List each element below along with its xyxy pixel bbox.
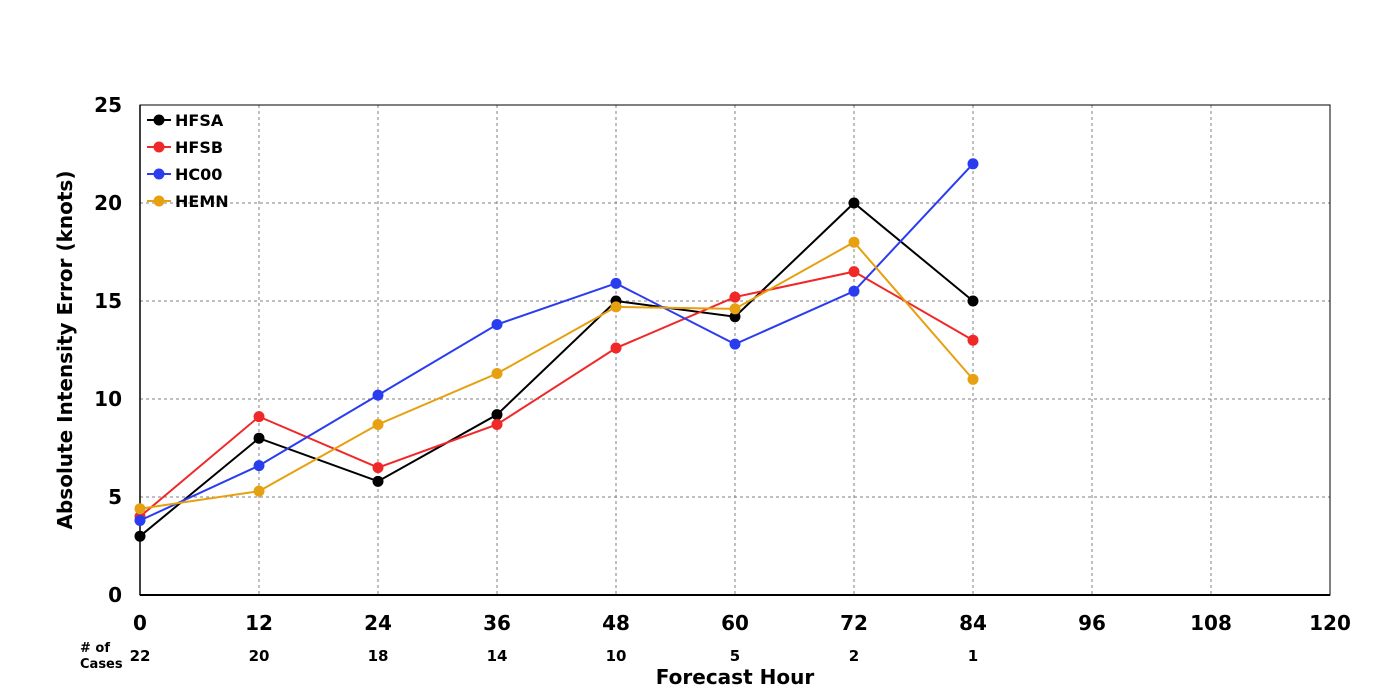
data-point-hemn: [967, 373, 979, 385]
data-point-hc00: [848, 285, 860, 297]
legend-item-hemn: HEMN: [147, 192, 229, 211]
series-hfsa: [134, 197, 979, 542]
data-point-hfsa: [134, 530, 146, 542]
x-tick-label: 108: [1190, 611, 1232, 635]
data-point-hfsa: [253, 432, 265, 444]
cases-label-line2: Cases: [80, 657, 123, 672]
data-point-hemn: [848, 236, 860, 248]
legend-item-hfsb: HFSB: [147, 138, 223, 157]
legend-label: HEMN: [175, 192, 229, 211]
case-count: 5: [730, 647, 740, 665]
data-point-hc00: [372, 389, 384, 401]
y-tick-labels: 0 5 10 15 20 25: [94, 93, 122, 607]
y-tick-label: 25: [94, 93, 122, 117]
grid-lines: [140, 105, 1330, 595]
x-axis-label: Forecast Hour: [656, 665, 815, 689]
cases-label-line1: # of: [80, 641, 110, 656]
data-point-hfsb: [253, 411, 265, 423]
data-point-hfsa: [848, 197, 860, 209]
series-hc00: [134, 158, 979, 527]
x-tick-label: 36: [483, 611, 511, 635]
x-tick-label: 24: [364, 611, 392, 635]
series-hemn: [134, 236, 979, 515]
x-tick-label: 84: [959, 611, 987, 635]
case-count: 1: [968, 647, 978, 665]
x-tick-label: 72: [840, 611, 868, 635]
data-point-hfsb: [848, 266, 860, 278]
data-point-hc00: [253, 460, 265, 472]
y-tick-label: 10: [94, 387, 122, 411]
legend: HFSA HFSB HC00 HEMN: [147, 111, 229, 211]
series-hfsb: [134, 266, 979, 523]
case-count: 22: [130, 647, 151, 665]
series-line-hfsb: [139, 270, 974, 518]
case-count: 20: [249, 647, 270, 665]
series-line-hemn: [139, 240, 974, 510]
case-count: 18: [368, 647, 389, 665]
series-line-hc00: [139, 163, 974, 522]
legend-label: HFSB: [175, 138, 223, 157]
data-point-hc00: [610, 277, 622, 289]
data-point-hfsb: [372, 462, 384, 474]
data-point-hfsb: [967, 334, 979, 346]
data-point-hfsb: [729, 291, 741, 303]
legend-swatch-marker: [153, 168, 165, 180]
y-tick-label: 15: [94, 289, 122, 313]
x-tick-label: 48: [602, 611, 630, 635]
x-tick-label: 60: [721, 611, 749, 635]
x-tick-label: 0: [133, 611, 147, 635]
data-point-hemn: [729, 303, 741, 315]
legend-swatch-marker: [153, 195, 165, 207]
x-tick-labels: 0 12 24 36 48 60 72 84 96 108 120: [133, 611, 1351, 635]
data-point-hc00: [967, 158, 979, 170]
data-point-hemn: [253, 485, 265, 497]
data-point-hfsa: [967, 295, 979, 307]
data-point-hemn: [491, 368, 503, 380]
y-tick-label: 0: [108, 583, 122, 607]
data-point-hfsa: [729, 311, 741, 323]
series-group: [134, 158, 979, 542]
data-point-hc00: [134, 515, 146, 527]
legend-item-hc00: HC00: [147, 165, 222, 184]
case-count: 14: [487, 647, 508, 665]
y-axis-label: Absolute Intensity Error (knots): [53, 171, 77, 530]
y-tick-label: 5: [108, 485, 122, 509]
series-line-hfsa: [139, 201, 974, 537]
data-point-hc00: [491, 319, 503, 331]
data-point-hc00: [729, 338, 741, 350]
data-point-hemn: [134, 503, 146, 515]
legend-swatch-marker: [153, 114, 165, 126]
data-point-hemn: [610, 301, 622, 313]
data-point-hfsa: [372, 475, 384, 487]
data-point-hfsb: [610, 342, 622, 354]
cases-row: # of Cases 22 20 18 14 10 5 2 1: [80, 641, 978, 672]
legend-label: HFSA: [175, 111, 224, 130]
data-point-hemn: [372, 418, 384, 430]
x-tick-label: 12: [245, 611, 273, 635]
legend-label: HC00: [175, 165, 222, 184]
x-tick-label: 96: [1078, 611, 1106, 635]
case-count: 2: [849, 647, 859, 665]
data-point-hfsa: [491, 409, 503, 421]
legend-item-hfsa: HFSA: [147, 111, 224, 130]
y-tick-label: 20: [94, 191, 122, 215]
case-count: 10: [606, 647, 627, 665]
legend-swatch-marker: [153, 141, 165, 153]
data-point-hfsb: [491, 418, 503, 430]
x-tick-label: 120: [1309, 611, 1351, 635]
